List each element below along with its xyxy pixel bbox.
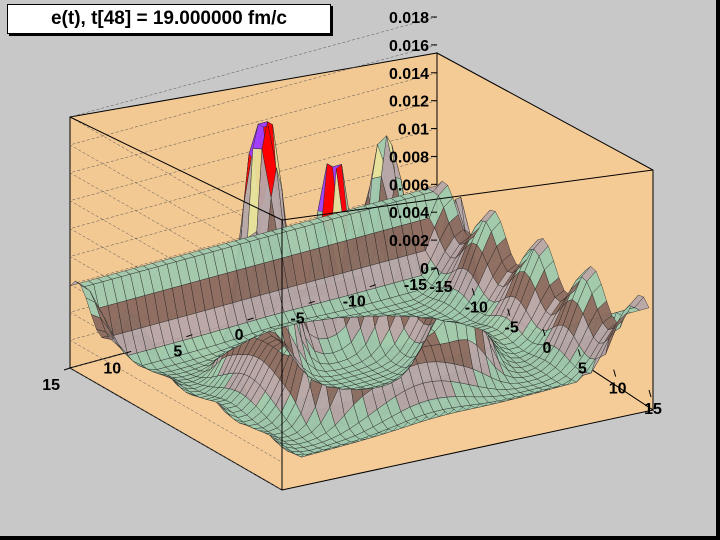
gridline-z	[69, 100, 438, 323]
gridline-z	[69, 128, 438, 351]
x-tick-label: 5	[578, 360, 587, 377]
z-tick-label: 0.004	[389, 205, 429, 222]
x-tick-label: -10	[465, 299, 488, 316]
x-tick-label: -5	[505, 320, 519, 337]
z-tick-label: 0.018	[389, 10, 429, 27]
x-tick-label: 10	[609, 381, 627, 398]
x-tick	[507, 308, 511, 316]
z-tick-label: 0.006	[389, 177, 429, 194]
chart-title: e(t), t[48] = 19.000000 fm/c	[7, 4, 331, 34]
y-tick-label: 10	[103, 360, 121, 377]
z-tick-label: 0.002	[389, 233, 429, 250]
y-tick	[369, 284, 376, 288]
x-tick-label: -15	[429, 279, 452, 296]
y-tick-label: -15	[404, 277, 427, 294]
x-tick-label: 15	[644, 401, 662, 418]
z-tick-label: 0.014	[389, 66, 429, 83]
z-tick-label: 0.01	[398, 122, 429, 139]
gridline-z	[69, 156, 438, 379]
gridline-z	[69, 72, 438, 295]
z-tick-label: 0.008	[389, 149, 429, 166]
x-tick	[648, 389, 652, 398]
x-tick	[577, 349, 581, 357]
y-tick-label: -10	[343, 294, 366, 311]
z-tick-label: 0.016	[389, 38, 429, 55]
front-frame-right	[281, 169, 654, 221]
y-tick	[63, 367, 71, 371]
surface-cell	[634, 296, 650, 311]
y-tick-label: 5	[173, 344, 182, 361]
y-tick-label: -5	[290, 310, 304, 327]
z-tick-label: 0.012	[389, 94, 429, 111]
y-tick-label: 0	[235, 327, 244, 344]
y-tick	[186, 334, 193, 338]
x-tick-label: 0	[543, 340, 552, 357]
x-tick	[436, 267, 440, 276]
z-tick-label: 0	[420, 261, 429, 278]
y-tick	[125, 350, 132, 354]
y-tick	[247, 317, 254, 321]
gridline-z	[69, 44, 438, 268]
x-tick	[471, 288, 475, 296]
y-tick-label: 15	[42, 377, 60, 394]
y-tick	[308, 300, 315, 304]
gridline-z	[69, 184, 438, 407]
surface-mesh	[69, 121, 650, 458]
x-tick	[613, 369, 617, 377]
y-tick	[430, 267, 438, 271]
axis-ticks: 0 0.002 0.004 0.006 0.008 0.01 0.012 0.014 0.016…	[42, 10, 662, 418]
x-tick	[542, 328, 546, 337]
